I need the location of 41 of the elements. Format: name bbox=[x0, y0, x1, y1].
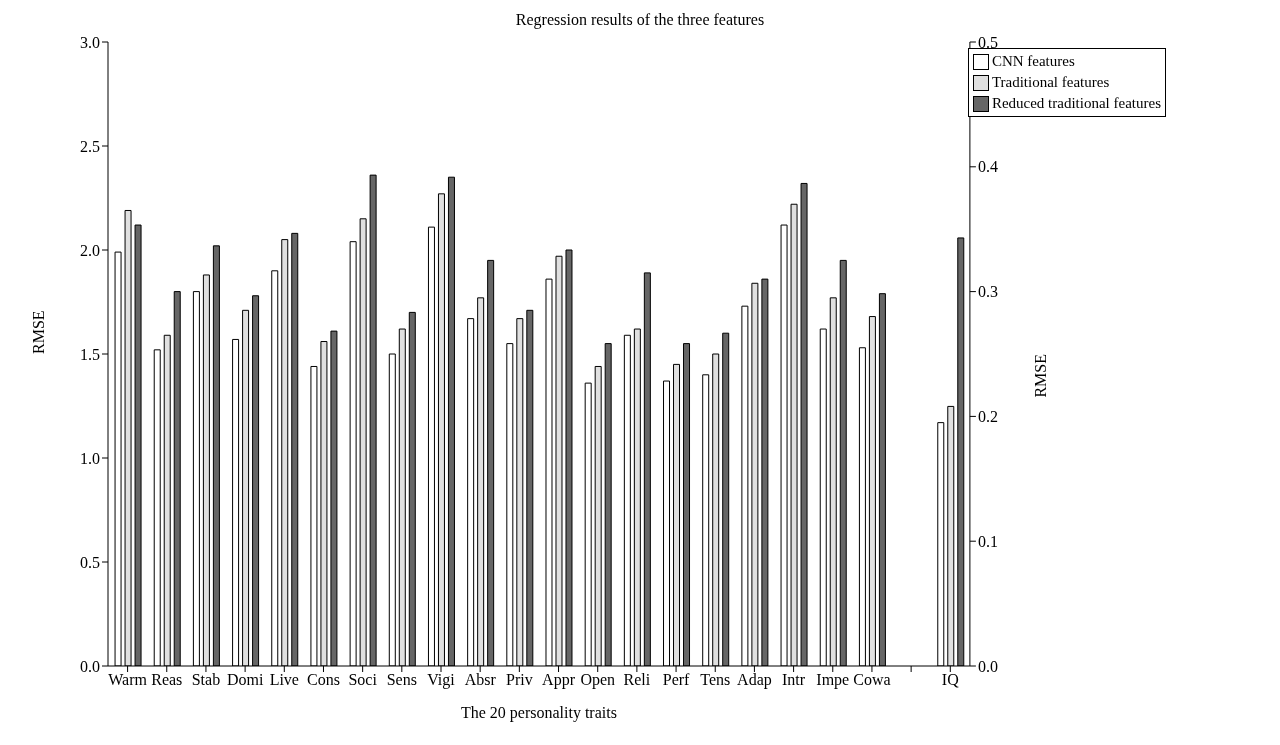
legend-label: Traditional features bbox=[991, 73, 1110, 92]
x-tick-label: Sens bbox=[386, 671, 417, 689]
y2-tick-label: 0.0 bbox=[977, 657, 998, 675]
x-tick-label: Perf bbox=[662, 671, 691, 689]
x-tick-label: Live bbox=[269, 671, 299, 689]
x-tick-label: Stab bbox=[191, 671, 221, 689]
y2-tick-label: 0.5 bbox=[977, 33, 998, 51]
x-tick-label: Priv bbox=[506, 671, 533, 689]
legend-label: Reduced traditional features bbox=[991, 94, 1161, 113]
x-tick-label: Vigi bbox=[427, 671, 456, 690]
x-tick-label: Impe bbox=[816, 671, 850, 690]
y2-axis-title: RMSE bbox=[1031, 354, 1049, 398]
y-tick-label: 1.5 bbox=[80, 345, 100, 363]
x-tick-label: Domi bbox=[226, 671, 264, 689]
legend-label: CNN features bbox=[991, 52, 1075, 71]
x-tick-label: Open bbox=[580, 671, 616, 690]
y-tick-label: 2.5 bbox=[80, 137, 100, 155]
x-tick-label: Intr bbox=[782, 671, 806, 689]
y-tick-label: 3.0 bbox=[80, 33, 100, 51]
x-tick-label: Tens bbox=[700, 671, 731, 689]
x-tick-label: Appr bbox=[542, 671, 576, 690]
x-tick-label: Cons bbox=[307, 671, 340, 689]
y2-tick-label: 0.4 bbox=[977, 158, 998, 176]
y2-tick-label: 0.1 bbox=[977, 532, 998, 550]
y-tick-label: 1.0 bbox=[80, 449, 100, 467]
x-tick-label: Adap bbox=[737, 671, 772, 690]
x-tick-label: Reli bbox=[623, 671, 651, 689]
x-tick-label: Soci bbox=[348, 671, 378, 689]
x-tick-label: IQ bbox=[941, 671, 960, 689]
y2-tick-label: 0.3 bbox=[977, 283, 998, 301]
y2-tick-label: 0.2 bbox=[977, 408, 998, 426]
x-axis-title: The 20 personality traits bbox=[460, 704, 617, 722]
x-tick-label: Reas bbox=[151, 671, 183, 689]
chart-title: Regression results of the three features bbox=[514, 10, 766, 31]
y-tick-label: 0.0 bbox=[80, 657, 100, 675]
y-tick-label: 2.0 bbox=[80, 241, 100, 259]
y-tick-label: 0.5 bbox=[80, 553, 100, 571]
x-tick-label: Absr bbox=[464, 671, 497, 689]
y-axis-title: RMSE bbox=[29, 310, 47, 354]
x-tick-label: Cowa bbox=[853, 671, 891, 689]
x-tick-label: Warm bbox=[108, 671, 148, 689]
